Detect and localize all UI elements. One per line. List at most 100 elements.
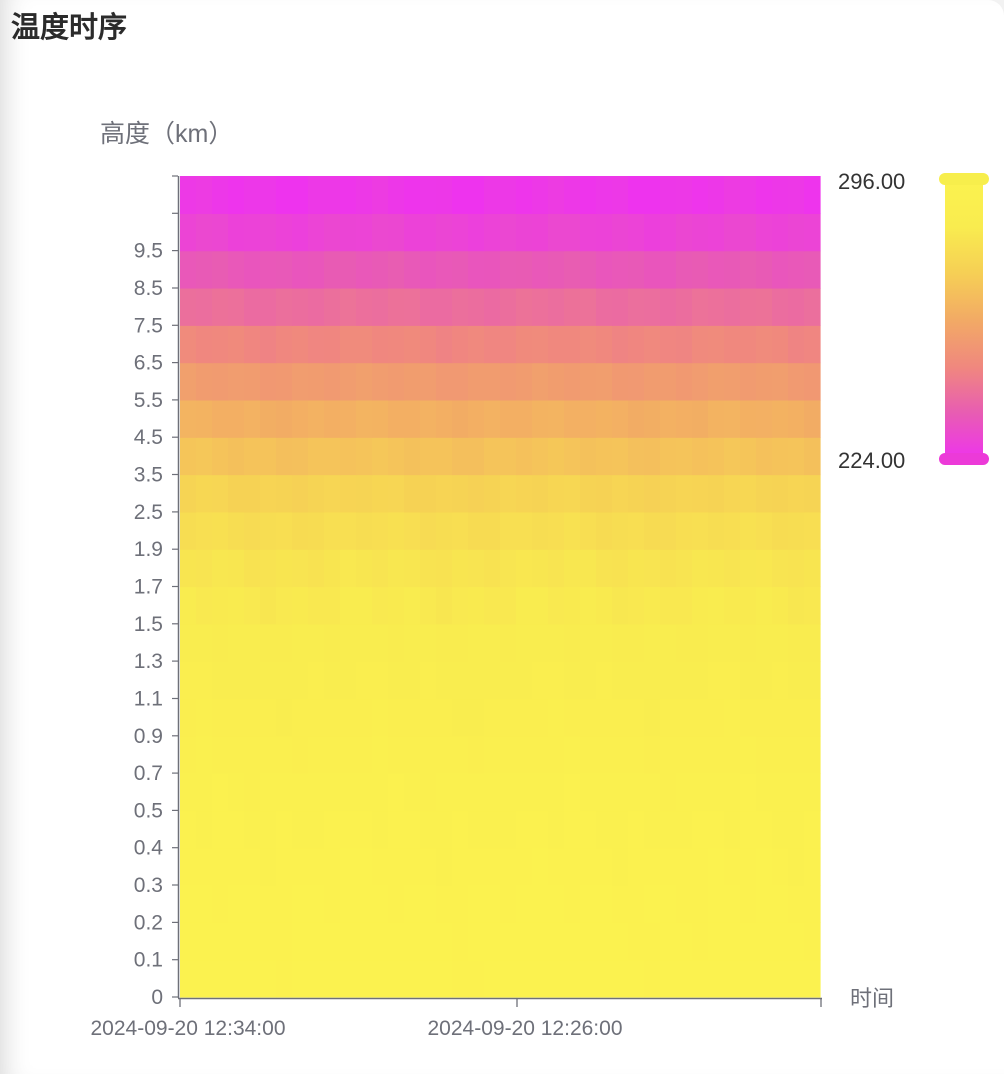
heatmap-cell <box>676 549 693 588</box>
heatmap-cell <box>404 474 421 513</box>
heatmap-cell <box>612 922 629 961</box>
heatmap-cell <box>292 623 309 662</box>
heatmap-cell <box>276 623 293 662</box>
heatmap-cell <box>356 885 373 923</box>
y-axis-label: 0.7 <box>134 762 163 785</box>
heatmap-cell <box>356 810 373 849</box>
heatmap-cell <box>724 437 741 476</box>
heatmap-cell <box>372 437 389 476</box>
heatmap-cell <box>804 176 821 214</box>
heatmap-cell <box>356 773 373 812</box>
heatmap-cell <box>676 250 693 289</box>
heatmap-cell <box>244 959 261 998</box>
heatmap-cell <box>628 511 645 550</box>
heatmap-cell <box>804 399 821 438</box>
heatmap-cell <box>804 325 821 364</box>
heatmap-cell <box>468 773 485 812</box>
heatmap-cell <box>516 735 533 774</box>
heatmap-cell <box>372 213 389 252</box>
heatmap-cell <box>692 623 709 662</box>
heatmap-cell <box>292 362 309 401</box>
heatmap-cell <box>228 623 245 662</box>
heatmap-cell <box>516 549 533 588</box>
heatmap-cell <box>772 325 789 364</box>
heatmap-cell <box>580 810 597 849</box>
heatmap-cell <box>628 549 645 588</box>
heatmap-cell <box>740 325 757 364</box>
heatmap-cell <box>228 250 245 289</box>
heatmap-cell <box>708 661 725 700</box>
heatmap-cell <box>260 437 277 476</box>
heatmap-cell <box>468 213 485 252</box>
x-axis-ticks <box>179 999 822 1007</box>
heatmap-cell <box>660 399 677 438</box>
heatmap-cell <box>804 586 821 625</box>
heatmap-cell <box>676 511 693 550</box>
heatmap-cell <box>324 287 341 326</box>
heatmap-cell <box>180 213 197 252</box>
heatmap-cell <box>804 959 821 998</box>
heatmap-cell <box>436 325 453 364</box>
heatmap-cell <box>596 698 613 737</box>
heatmap-cell <box>212 213 229 252</box>
heatmap-cell <box>292 922 309 961</box>
heatmap-cell <box>308 213 325 252</box>
heatmap-cell <box>564 810 581 849</box>
heatmap-cell <box>660 287 677 326</box>
heatmap-cell <box>548 773 565 812</box>
heatmap-cell <box>196 362 213 401</box>
heatmap-cell <box>788 847 805 886</box>
heatmap-cell <box>244 437 261 476</box>
heatmap-cell <box>580 698 597 737</box>
heatmap-cell <box>372 698 389 737</box>
heatmap-cell <box>724 810 741 849</box>
y-axis-label: 1.1 <box>134 688 163 711</box>
heatmap-cell <box>788 959 805 998</box>
heatmap-cell <box>292 810 309 849</box>
heatmap-cell <box>740 773 757 812</box>
visual-map-handle-top[interactable] <box>939 173 989 185</box>
heatmap-cell <box>196 511 213 550</box>
heatmap-cell <box>628 773 645 812</box>
heatmap-cell <box>212 623 229 662</box>
heatmap-cell <box>580 511 597 550</box>
heatmap-cell <box>660 362 677 401</box>
heatmap-cell <box>628 287 645 326</box>
heatmap-cell <box>788 810 805 849</box>
heatmap-cell <box>436 511 453 550</box>
heatmap-cell <box>180 959 197 998</box>
heatmap-cell <box>612 176 629 214</box>
heatmap-cell <box>420 735 437 774</box>
heatmap-cell <box>548 511 565 550</box>
heatmap-cell <box>564 250 581 289</box>
heatmap-cell <box>356 325 373 364</box>
heatmap-cell <box>340 213 357 252</box>
heatmap-cell <box>468 698 485 737</box>
heatmap-cell <box>228 773 245 812</box>
heatmap-cell <box>660 213 677 252</box>
heatmap-cell <box>564 735 581 774</box>
heatmap-cell <box>196 623 213 662</box>
heatmap-cell <box>612 586 629 625</box>
heatmap-cell <box>644 250 661 289</box>
heatmap-cell <box>724 698 741 737</box>
visual-map[interactable]: 296.00 224.00 <box>838 169 989 473</box>
heatmap-cell <box>340 959 357 998</box>
heatmap-cell <box>484 698 501 737</box>
heatmap-cell <box>244 511 261 550</box>
heatmap-cell <box>548 474 565 513</box>
heatmap-cell <box>356 549 373 588</box>
heatmap-cell <box>740 213 757 252</box>
heatmap-cell <box>212 735 229 774</box>
heatmap-cell <box>260 661 277 700</box>
heatmap-cell <box>756 287 773 326</box>
heatmap-cell <box>308 773 325 812</box>
heatmap-cell <box>676 735 693 774</box>
visual-map-handle-bottom[interactable] <box>939 453 989 465</box>
heatmap-cell <box>596 437 613 476</box>
heatmap-cell <box>500 810 517 849</box>
heatmap-cell <box>308 959 325 998</box>
heatmap-cell <box>196 586 213 625</box>
heatmap-cell <box>468 549 485 588</box>
heatmap-cell <box>420 250 437 289</box>
